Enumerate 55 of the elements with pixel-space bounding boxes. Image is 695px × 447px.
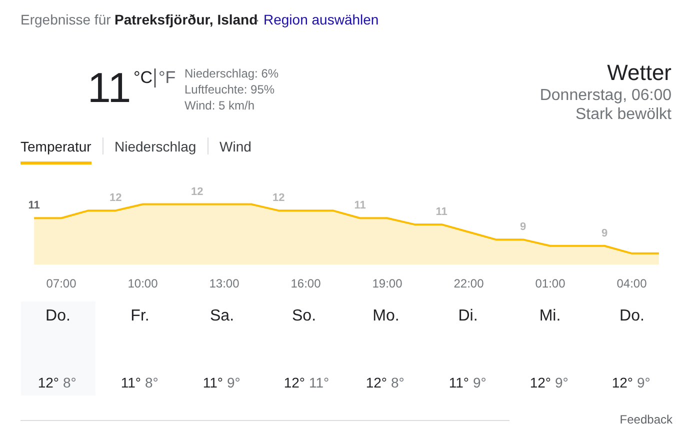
x-tick-label: 04:00 bbox=[616, 276, 648, 290]
category-label: Di. bbox=[458, 308, 478, 324]
text: 11 bbox=[88, 64, 132, 111]
data-label: 9 bbox=[602, 227, 608, 240]
text: 9° bbox=[637, 374, 650, 390]
text: 8° bbox=[391, 374, 404, 390]
category-label: Sa. bbox=[210, 308, 234, 324]
text: °C bbox=[134, 68, 153, 87]
text: 8° bbox=[145, 374, 158, 390]
text: Feedback bbox=[620, 412, 674, 426]
category-label: Do. bbox=[46, 308, 70, 324]
category-label: Mi. bbox=[539, 308, 561, 324]
text: 9° bbox=[473, 374, 486, 390]
text: 12° bbox=[284, 374, 305, 390]
text: 12° bbox=[530, 374, 551, 390]
text: Niederschlag bbox=[114, 138, 196, 154]
text: Donnerstag, 06:00 bbox=[540, 87, 672, 104]
x-tick-label: 01:00 bbox=[535, 276, 566, 290]
text: 11° bbox=[120, 374, 142, 390]
x-tick-label: 22:00 bbox=[454, 276, 484, 290]
data-label: 11 bbox=[354, 200, 366, 212]
text: 9° bbox=[227, 374, 240, 390]
text: 12° bbox=[612, 374, 633, 390]
text: Niederschlag: 6% bbox=[184, 66, 279, 80]
text: 8° bbox=[63, 374, 76, 390]
text: Ergebnisse für bbox=[20, 12, 112, 28]
text: Wind: 5 km/h bbox=[184, 98, 255, 112]
data-label: 12 bbox=[190, 186, 204, 198]
data-label: 11 bbox=[28, 200, 40, 212]
x-tick-label: 16:00 bbox=[290, 276, 322, 290]
x-tick-label: 13:00 bbox=[209, 276, 240, 290]
text: 11° bbox=[202, 374, 224, 390]
text: Temperatur bbox=[20, 138, 92, 154]
text: 9° bbox=[555, 374, 568, 390]
text: 12° bbox=[38, 374, 59, 390]
text: °F bbox=[158, 68, 176, 87]
category-label: Fr. bbox=[130, 308, 150, 324]
x-tick-label: 10:00 bbox=[128, 276, 158, 290]
text: Wind bbox=[220, 138, 252, 154]
data-label: 11 bbox=[436, 206, 448, 218]
category-label: So. bbox=[292, 308, 316, 324]
text: 11° bbox=[448, 374, 470, 390]
text: Luftfeuchte: 95% bbox=[184, 82, 275, 96]
data-label: 12 bbox=[272, 192, 285, 204]
category-label: Do. bbox=[620, 308, 644, 324]
data-label: 12 bbox=[109, 192, 122, 204]
text: 11° bbox=[309, 374, 330, 390]
category-label: Mo. bbox=[372, 308, 400, 324]
text: Wetter bbox=[607, 60, 672, 85]
x-tick-label: 07:00 bbox=[46, 276, 77, 290]
text: 12° bbox=[366, 374, 387, 390]
data-label: 9 bbox=[520, 221, 526, 234]
text: Region auswählen bbox=[264, 12, 379, 28]
text: Stark bewölkt bbox=[575, 106, 672, 123]
x-tick-label: 19:00 bbox=[372, 276, 403, 290]
